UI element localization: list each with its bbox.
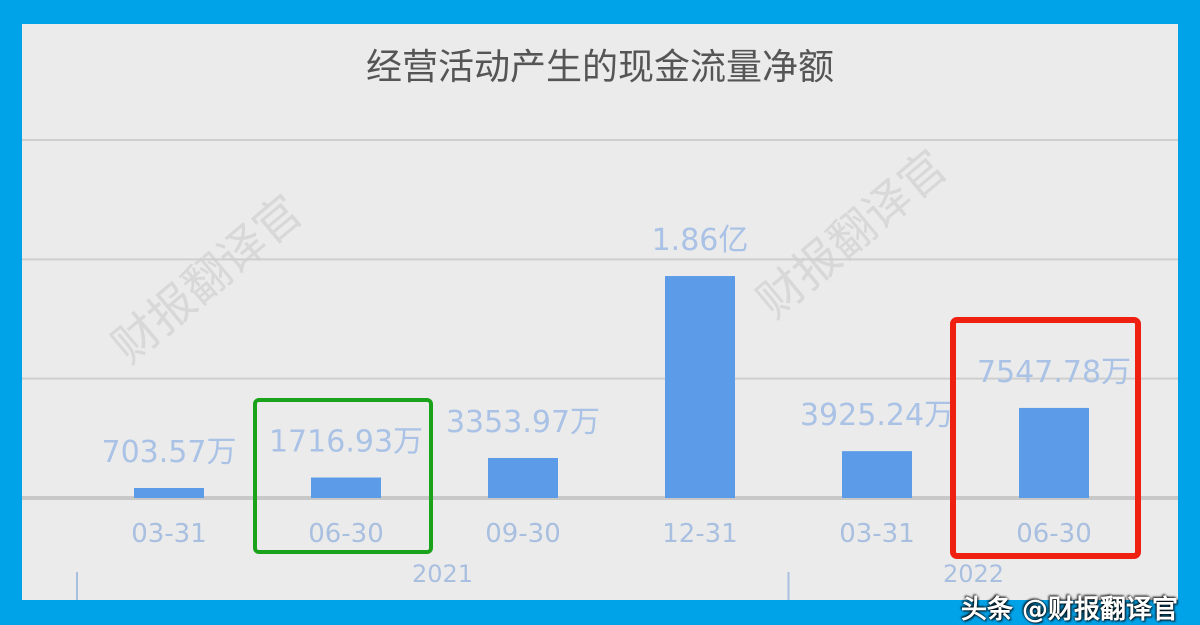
credit-watermark: 头条 @财报翻译官: [960, 595, 1178, 625]
chart-panel: 经营活动产生的现金流量净额 财报翻译官 财报翻译官 703.57万 03-31 17…: [22, 24, 1178, 600]
bar: [665, 276, 735, 498]
x-tick-label: 06-30: [1016, 519, 1092, 549]
x-tick-label: 06-30: [308, 519, 384, 549]
data-label: 1716.93万: [269, 425, 423, 460]
bar: [311, 477, 381, 498]
highlight-box: [950, 317, 1141, 559]
data-label: 3925.24万: [800, 398, 954, 433]
data-label: 703.57万: [102, 435, 237, 470]
group-label: 2021: [412, 560, 473, 588]
x-tick-label: 12-31: [662, 519, 738, 549]
bar: [842, 451, 912, 498]
data-label: 3353.97万: [446, 405, 600, 440]
chart-title: 经营活动产生的现金流量净额: [365, 47, 834, 88]
bar-chart: 703.57万 03-31 1716.93万 06-30 3353.97万 09-30 1.…: [22, 139, 1178, 600]
group-label: 2022: [943, 560, 1004, 588]
bar: [1019, 407, 1089, 498]
highlight-box: [253, 398, 433, 554]
bar: [134, 488, 204, 498]
x-tick-label: 09-30: [485, 519, 561, 549]
x-tick-label: 03-31: [839, 519, 915, 549]
data-label: 7547.78万: [977, 355, 1131, 390]
x-tick-label: 03-31: [131, 519, 207, 549]
data-label: 1.86亿: [652, 223, 749, 258]
bar: [488, 457, 558, 498]
